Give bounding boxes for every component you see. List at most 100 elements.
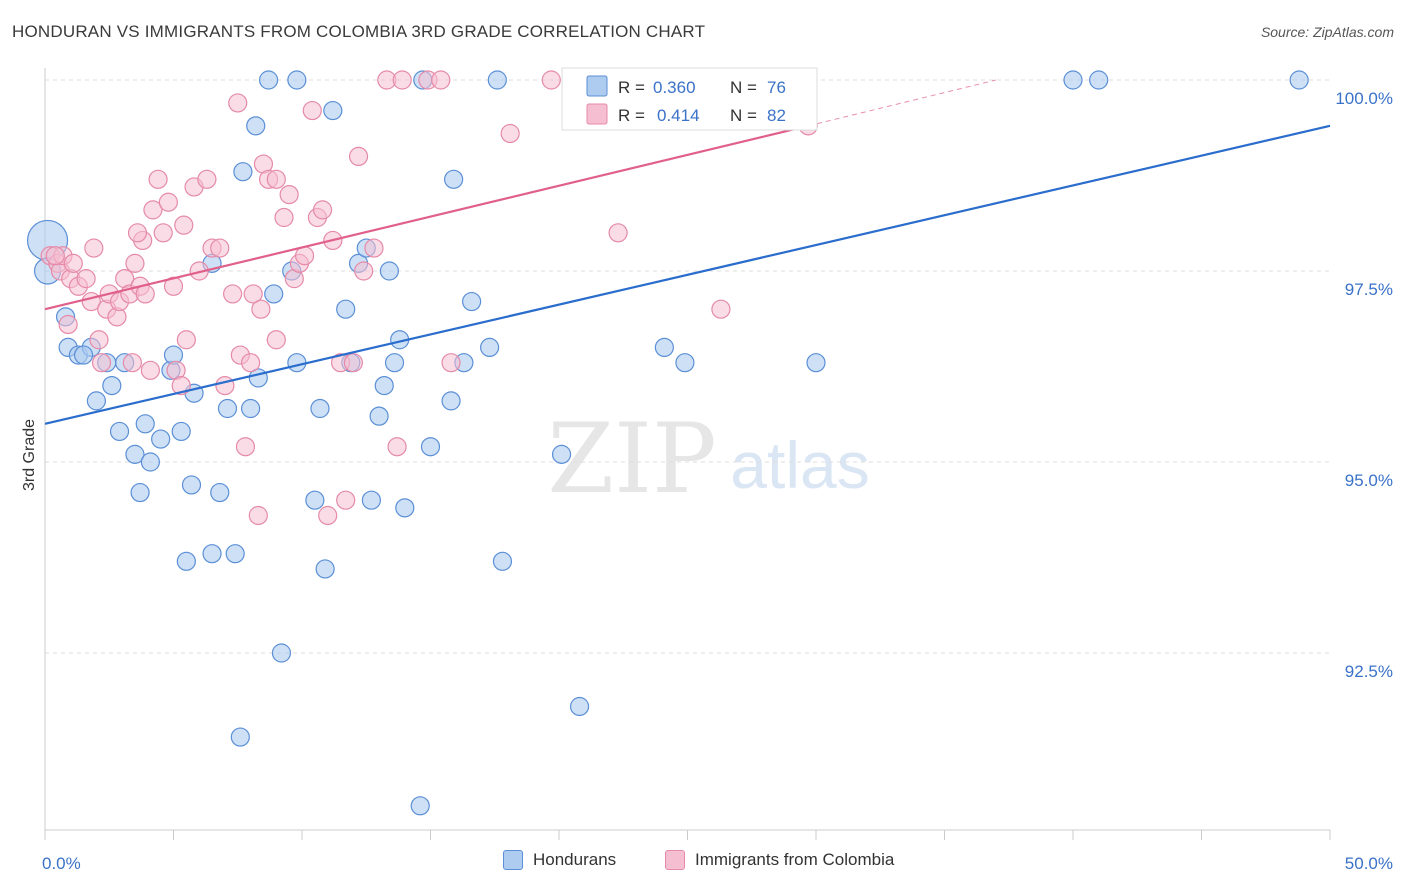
colombia-point	[210, 238, 230, 258]
colombia-point	[223, 284, 243, 304]
hondurans-point	[1289, 70, 1309, 90]
colombia-point	[431, 70, 451, 90]
colombia-point	[364, 238, 384, 258]
y-tick-label-3: 100.0%	[1335, 89, 1393, 108]
hondurans-point	[384, 353, 405, 373]
colombia-point	[63, 253, 83, 273]
hondurans-legend-swatch	[503, 850, 523, 870]
colombia-point	[248, 505, 268, 526]
hondurans-point	[287, 70, 307, 90]
hondurans-point	[171, 421, 191, 442]
hondurans-point	[569, 696, 590, 717]
series-legend: Hondurans Immigrants from Colombia	[0, 850, 1406, 878]
hondurans-point	[379, 261, 399, 281]
colombia-point	[76, 269, 96, 289]
y-tick-label-0: 92.5%	[1345, 662, 1393, 681]
colombia-point	[140, 360, 160, 380]
hondurans-point	[1063, 70, 1083, 90]
colombia-points	[40, 70, 818, 526]
colombia-point	[251, 299, 271, 319]
hondurans-point	[361, 490, 381, 510]
hondurans-point	[305, 490, 325, 510]
hondurans-point	[374, 376, 394, 396]
hondurans-point	[241, 398, 261, 419]
hondurans-point	[462, 291, 482, 312]
colombia-trend-extension	[808, 79, 997, 127]
x-tick-label-0: 0.0%	[42, 854, 81, 873]
hondurans-point	[246, 116, 266, 136]
hondurans-point	[73, 345, 94, 365]
hondurans-point	[271, 643, 292, 663]
hondurans-point	[109, 421, 130, 442]
chart-title: HONDURAN VS IMMIGRANTS FROM COLOMBIA 3RD…	[12, 22, 706, 41]
hondurans-point	[140, 452, 160, 472]
colombia-point	[127, 223, 148, 243]
legend-item-hondurans[interactable]: Hondurans	[503, 850, 616, 870]
hondurans-point	[410, 796, 430, 816]
colombia-trend-line	[44, 124, 809, 311]
hondurans-point	[230, 727, 250, 747]
hondurans-point	[323, 100, 343, 121]
colombia-point	[158, 192, 178, 212]
hondurans-point	[135, 414, 155, 434]
hondurans-point	[654, 337, 674, 357]
colombia-point	[500, 123, 520, 144]
colombia-legend-swatch	[665, 850, 685, 870]
colombia-point	[343, 353, 363, 373]
hondurans-swatch	[586, 75, 608, 97]
hondurans-point	[420, 437, 441, 457]
colombia-point	[174, 215, 194, 235]
colombia-point	[302, 100, 322, 121]
colombia-point	[235, 437, 256, 457]
r-value-0: 0.360	[653, 78, 696, 97]
y-tick-label-1: 95.0%	[1345, 471, 1393, 490]
hondurans-point	[315, 559, 335, 579]
hondurans-point	[102, 376, 122, 396]
colombia-point	[228, 93, 248, 113]
hondurans-point	[492, 551, 513, 571]
hondurans-point	[217, 398, 238, 419]
axes	[44, 68, 1331, 840]
colombia-point	[608, 223, 628, 243]
r-label-0: R =	[618, 78, 645, 97]
hondurans-point	[395, 498, 415, 518]
hondurans-point	[125, 444, 145, 464]
colombia-point	[197, 169, 217, 189]
colombia-swatch	[586, 103, 608, 125]
hondurans-point	[210, 482, 230, 503]
hondurans-point	[287, 353, 307, 373]
colombia-point	[89, 330, 109, 350]
colombia-point	[125, 253, 145, 273]
hondurans-point	[480, 337, 500, 357]
hondurans-point	[441, 391, 461, 411]
colombia-point	[279, 185, 299, 205]
colombia-point	[441, 353, 461, 373]
hondurans-point	[675, 353, 695, 373]
hondurans-point	[181, 475, 202, 495]
hondurans-point	[806, 353, 826, 373]
colombia-point	[266, 330, 286, 350]
n-label-1: N =	[730, 106, 757, 125]
colombia-point	[84, 238, 104, 258]
watermark-zip: ZIP	[547, 403, 716, 515]
colombia-point	[312, 200, 333, 220]
colombia-point	[91, 353, 112, 373]
colombia-point	[45, 246, 65, 266]
hondurans-point	[86, 391, 107, 411]
hondurans-point	[151, 429, 171, 449]
hondurans-point	[551, 444, 572, 464]
hondurans-point	[225, 544, 245, 564]
hondurans-point	[1089, 70, 1109, 90]
colombia-point	[348, 146, 369, 166]
r-label-1: R =	[618, 106, 645, 125]
colombia-point	[274, 207, 294, 228]
hondurans-point	[487, 70, 507, 90]
colombia-point	[58, 314, 78, 335]
hondurans-point	[336, 299, 356, 319]
tick-labels: 92.5% 95.0% 97.5% 100.0% 0.0% 50.0%	[42, 89, 1393, 873]
legend-item-colombia[interactable]: Immigrants from Colombia	[665, 850, 894, 870]
hondurans-point	[264, 284, 284, 304]
trend-lines	[44, 79, 1331, 425]
colombia-point	[122, 353, 142, 373]
